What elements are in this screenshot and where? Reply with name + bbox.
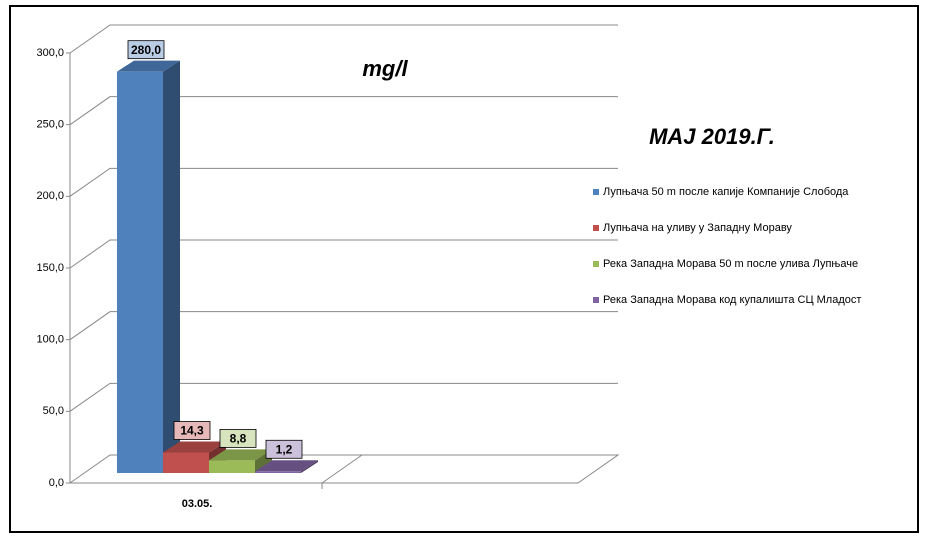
- y-tick-label: 0,0: [49, 477, 64, 489]
- legend-label: Лупњача на уливу у Западну Мораву: [603, 222, 792, 234]
- category-divider: [321, 454, 363, 484]
- y-tick-label: 50,0: [43, 405, 64, 417]
- value-label: 280,0: [131, 43, 161, 57]
- legend-marker: [593, 189, 599, 195]
- bar-top: [255, 460, 318, 472]
- bar: [209, 460, 255, 473]
- bar-side: [163, 60, 180, 474]
- bar: [255, 471, 301, 473]
- bar-side: [301, 460, 318, 473]
- legend-marker: [593, 261, 599, 267]
- bar-top: [209, 449, 272, 461]
- x-tick-label: 03.05.: [182, 498, 213, 510]
- chart-title: mg/l: [362, 56, 408, 81]
- legend-label: Лупњача 50 m после капије Компаније Слоб…: [603, 186, 849, 198]
- grid-line: [69, 311, 618, 341]
- grid-line: [69, 167, 618, 197]
- floor: [68, 454, 620, 484]
- value-label: 1,2: [276, 442, 293, 456]
- y-tick-label: 100,0: [36, 334, 64, 346]
- bar: [117, 71, 163, 474]
- y-tick-label: 150,0: [36, 262, 64, 274]
- legend-label: Река Западна Морава код купалишта СЦ Мла…: [603, 294, 861, 306]
- y-tick-label: 300,0: [36, 47, 64, 59]
- grid-line: [69, 24, 618, 54]
- bar-top: [163, 441, 226, 453]
- bar-top: [117, 60, 180, 72]
- grid-line: [69, 382, 618, 412]
- value-label-box: [219, 428, 257, 448]
- legend-marker: [593, 225, 599, 231]
- value-label-box: [127, 40, 165, 60]
- legend-marker: [593, 297, 599, 303]
- y-tick-label: 200,0: [36, 190, 64, 202]
- y-tick-label: 250,0: [36, 119, 64, 131]
- chart-subtitle: МАЈ 2019.Г.: [649, 124, 775, 149]
- grid-line: [69, 96, 618, 126]
- value-label: 8,8: [230, 432, 247, 446]
- value-label-box: [265, 439, 303, 459]
- grid-line: [69, 239, 618, 269]
- value-label: 14,3: [180, 424, 204, 438]
- legend-label: Река Западна Морава 50 m после улива Луп…: [603, 258, 858, 270]
- bar: [163, 452, 209, 473]
- value-label-box: [173, 421, 211, 440]
